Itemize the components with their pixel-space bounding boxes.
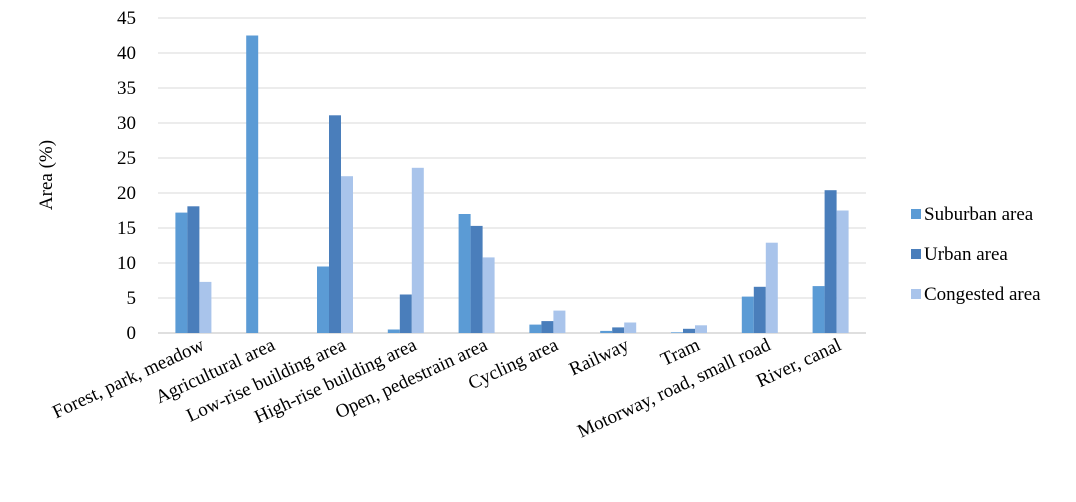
- bar-urban-area: [329, 115, 341, 333]
- bar-suburban-area: [741, 296, 754, 333]
- bar-congested-area: [341, 176, 353, 333]
- bar-congested-area: [553, 310, 566, 333]
- y-tick-label: 40: [117, 43, 136, 64]
- bar-urban-area: [187, 206, 200, 333]
- bar-urban-area: [541, 321, 554, 333]
- y-tick-label: 30: [117, 113, 136, 134]
- bar-urban-area: [753, 286, 766, 333]
- bar-congested-area: [765, 242, 778, 333]
- bars: [175, 35, 849, 333]
- category-label: Tram: [658, 334, 704, 370]
- bar-suburban-area: [671, 332, 683, 333]
- y-tick-label: 35: [117, 78, 136, 99]
- bar-suburban-area: [387, 329, 400, 333]
- legend-swatch: [911, 209, 921, 219]
- bar-suburban-area: [458, 214, 471, 333]
- y-tick-label: 0: [127, 323, 137, 344]
- bar-suburban-area: [600, 330, 613, 333]
- y-tick-label: 45: [117, 8, 136, 29]
- bar-congested-area: [411, 167, 424, 333]
- bar-congested-area: [482, 257, 495, 333]
- bar-suburban-area: [317, 266, 329, 333]
- bar-congested-area: [624, 322, 637, 333]
- legend-swatch: [911, 249, 921, 259]
- legend-label: Suburban area: [924, 204, 1034, 225]
- bar-urban-area: [683, 328, 695, 333]
- legend-label: Congested area: [924, 284, 1041, 305]
- legend: Suburban area Urban area Congested area: [911, 204, 1041, 305]
- bar-urban-area: [824, 190, 837, 333]
- y-tick-labels: 0 5 10 15 20 25 30 35 40 45: [117, 8, 136, 344]
- y-tick-label: 10: [117, 253, 136, 274]
- bar-congested-area: [695, 325, 707, 333]
- bar-suburban-area: [175, 212, 188, 333]
- bar-suburban-area: [246, 35, 259, 333]
- bar-urban-area: [612, 327, 625, 333]
- y-tick-label: 15: [117, 218, 136, 239]
- category-label: Railway: [566, 334, 633, 380]
- y-tick-label: 5: [127, 288, 137, 309]
- bar-urban-area: [399, 294, 412, 333]
- bar-congested-area: [836, 210, 849, 333]
- y-tick-label: 20: [117, 183, 136, 204]
- legend-swatch: [911, 289, 921, 299]
- bar-congested-area: [199, 281, 212, 333]
- bar-suburban-area: [812, 286, 825, 333]
- y-axis-title: Area (%): [36, 140, 57, 210]
- bar-suburban-area: [529, 324, 542, 333]
- bar-urban-area: [470, 225, 483, 333]
- gridlines: [158, 17, 866, 334]
- y-tick-label: 25: [117, 148, 136, 169]
- legend-label: Urban area: [924, 244, 1008, 265]
